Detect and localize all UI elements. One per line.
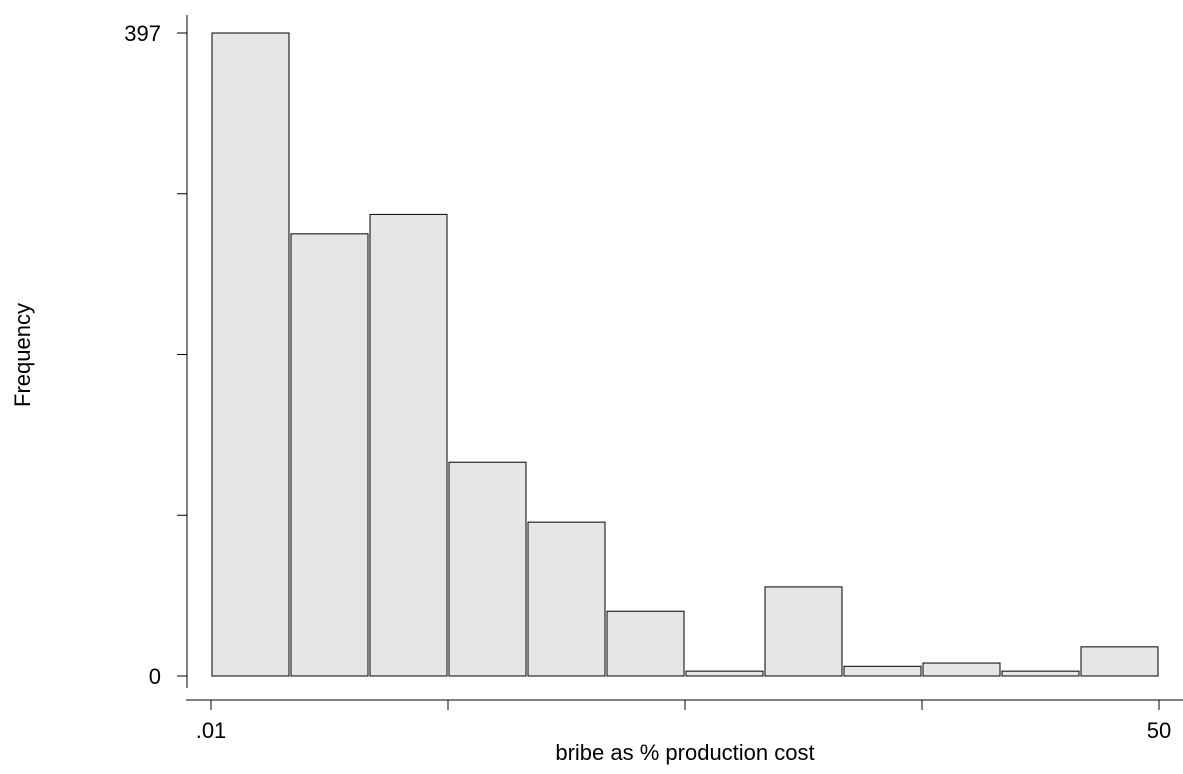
histogram-bar	[606, 610, 685, 677]
histogram-bar	[685, 670, 764, 677]
x-tick-label: .01	[196, 718, 227, 743]
histogram-bar	[211, 32, 290, 677]
histogram-bar	[922, 662, 1001, 677]
histogram-bar	[764, 586, 843, 677]
x-ticks-group: .01 50	[196, 700, 1171, 743]
histogram-bar	[448, 461, 527, 677]
histogram-bar	[843, 665, 922, 677]
histogram-bar	[369, 213, 448, 677]
histogram-bar	[1080, 646, 1159, 677]
y-axis-title: Frequency	[10, 303, 35, 407]
histogram-bar	[290, 233, 369, 677]
y-tick-label: 0	[149, 664, 161, 689]
bars-group	[211, 32, 1159, 677]
x-axis-title: bribe as % production cost	[555, 740, 814, 765]
x-tick-label: 50	[1147, 718, 1171, 743]
y-tick-label: 397	[124, 21, 161, 46]
histogram-bar	[527, 521, 606, 677]
histogram-bar	[1001, 670, 1080, 677]
y-ticks-group: 0 397	[124, 21, 187, 689]
